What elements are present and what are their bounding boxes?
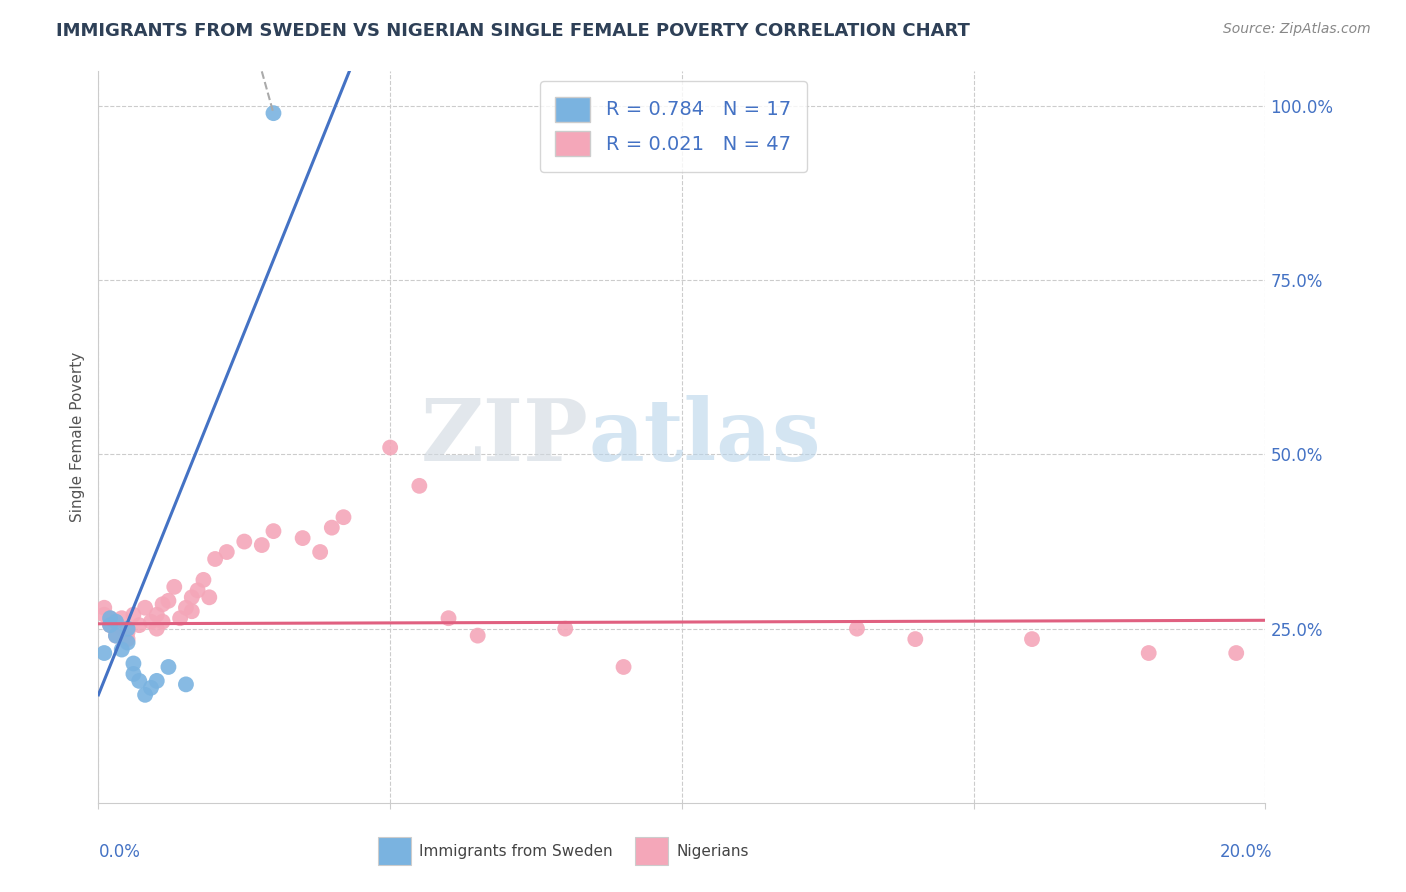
Point xyxy=(117,635,139,649)
Point xyxy=(193,573,215,587)
Point xyxy=(111,622,134,636)
Point xyxy=(134,688,156,702)
Point xyxy=(128,673,150,688)
Point xyxy=(437,611,460,625)
Point xyxy=(262,106,284,120)
Point xyxy=(262,524,284,538)
Point xyxy=(904,632,927,646)
Point xyxy=(180,604,202,618)
Text: Immigrants from Sweden: Immigrants from Sweden xyxy=(419,845,613,859)
FancyBboxPatch shape xyxy=(636,838,668,865)
Point xyxy=(139,615,162,629)
Point xyxy=(321,521,343,535)
Point xyxy=(467,629,489,643)
Point xyxy=(180,591,202,605)
Point xyxy=(408,479,430,493)
Point xyxy=(163,580,186,594)
Y-axis label: Single Female Poverty: Single Female Poverty xyxy=(69,352,84,522)
Point xyxy=(98,618,121,632)
Point xyxy=(1225,646,1247,660)
Point xyxy=(845,622,868,636)
Point xyxy=(98,611,121,625)
Point xyxy=(146,673,169,688)
Point xyxy=(98,611,121,625)
Text: 20.0%: 20.0% xyxy=(1220,843,1272,861)
Point xyxy=(98,618,121,632)
Point xyxy=(152,597,174,611)
Point xyxy=(104,615,127,629)
Point xyxy=(117,625,139,640)
Point xyxy=(93,607,115,622)
Point xyxy=(157,594,180,608)
Point xyxy=(554,622,576,636)
Point xyxy=(104,615,127,629)
Point xyxy=(146,622,169,636)
Point xyxy=(157,660,180,674)
Point xyxy=(111,611,134,625)
Point xyxy=(152,615,174,629)
Point xyxy=(204,552,226,566)
Point xyxy=(104,629,127,643)
Point xyxy=(117,622,139,636)
Point xyxy=(174,600,197,615)
Point xyxy=(378,441,402,455)
Point xyxy=(1021,632,1043,646)
Point xyxy=(612,660,634,674)
Point xyxy=(128,618,150,632)
Point xyxy=(169,611,191,625)
Point xyxy=(122,657,145,671)
Text: IMMIGRANTS FROM SWEDEN VS NIGERIAN SINGLE FEMALE POVERTY CORRELATION CHART: IMMIGRANTS FROM SWEDEN VS NIGERIAN SINGL… xyxy=(56,22,970,40)
Point xyxy=(146,607,169,622)
Point xyxy=(215,545,238,559)
Point xyxy=(122,607,145,622)
Text: atlas: atlas xyxy=(589,395,821,479)
Text: ZIP: ZIP xyxy=(420,395,589,479)
Point xyxy=(93,600,115,615)
Point xyxy=(93,646,115,660)
Point xyxy=(291,531,314,545)
FancyBboxPatch shape xyxy=(378,838,411,865)
Point xyxy=(332,510,354,524)
Point xyxy=(122,667,145,681)
Point xyxy=(1137,646,1160,660)
Point xyxy=(250,538,273,552)
Point xyxy=(187,583,209,598)
Point xyxy=(139,681,162,695)
Point xyxy=(117,632,139,646)
Text: Nigerians: Nigerians xyxy=(676,845,748,859)
Text: 0.0%: 0.0% xyxy=(98,843,141,861)
Legend: R = 0.784   N = 17, R = 0.021   N = 47: R = 0.784 N = 17, R = 0.021 N = 47 xyxy=(540,81,807,172)
Point xyxy=(309,545,332,559)
Point xyxy=(174,677,197,691)
Point xyxy=(104,629,127,643)
Point xyxy=(233,534,256,549)
Point xyxy=(111,642,134,657)
Point xyxy=(198,591,221,605)
Point xyxy=(134,600,156,615)
Text: Source: ZipAtlas.com: Source: ZipAtlas.com xyxy=(1223,22,1371,37)
